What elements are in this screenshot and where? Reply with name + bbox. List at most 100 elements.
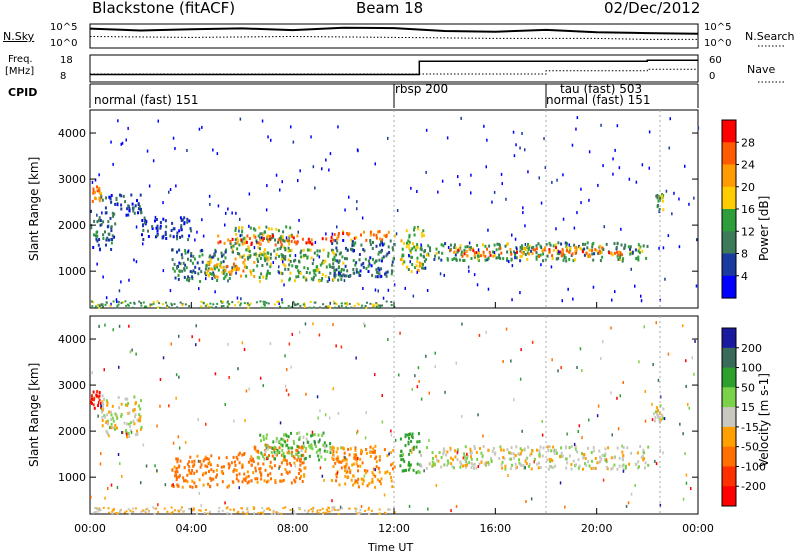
data-cell bbox=[480, 460, 483, 464]
data-cell bbox=[504, 244, 507, 248]
colorbar-swatch bbox=[722, 466, 736, 487]
scatter-cell bbox=[269, 342, 272, 346]
data-cell bbox=[245, 274, 248, 278]
scatter-cell bbox=[214, 290, 216, 294]
scatter-cell bbox=[178, 375, 180, 379]
data-cell bbox=[575, 248, 578, 252]
data-cell bbox=[473, 251, 476, 255]
data-cell bbox=[295, 275, 298, 279]
data-cell bbox=[310, 238, 313, 242]
colorbar-tick-label: 12 bbox=[741, 225, 755, 238]
data-cell bbox=[90, 226, 93, 230]
ground-cell bbox=[378, 304, 380, 307]
scatter-cell bbox=[130, 430, 133, 434]
data-cell bbox=[238, 451, 241, 455]
data-cell bbox=[637, 255, 640, 259]
data-cell bbox=[110, 241, 113, 245]
ground-cell bbox=[204, 304, 207, 307]
ground-cell bbox=[112, 508, 115, 510]
data-cell bbox=[97, 219, 100, 222]
data-cell bbox=[354, 241, 357, 245]
data-cell bbox=[437, 459, 440, 463]
ground-cell bbox=[120, 301, 123, 304]
data-cell bbox=[622, 445, 625, 449]
data-cell bbox=[616, 250, 618, 254]
data-cell bbox=[224, 250, 227, 254]
ground-cell bbox=[209, 510, 212, 513]
data-cell bbox=[324, 457, 327, 461]
data-cell bbox=[171, 484, 174, 488]
scatter-cell bbox=[275, 173, 278, 177]
data-cell bbox=[136, 432, 139, 436]
data-cell bbox=[192, 254, 195, 258]
data-cell bbox=[589, 255, 591, 258]
data-cell bbox=[273, 249, 276, 253]
scatter-cell bbox=[314, 240, 317, 244]
ground-cell bbox=[181, 303, 184, 306]
data-cell bbox=[267, 479, 270, 483]
scatter-cell bbox=[462, 456, 465, 460]
ground-cell bbox=[324, 511, 327, 514]
data-cell bbox=[657, 414, 660, 418]
data-cell bbox=[303, 266, 306, 270]
scatter-cell bbox=[283, 283, 285, 287]
data-cell bbox=[277, 238, 280, 242]
data-cell bbox=[98, 186, 101, 190]
data-cell bbox=[541, 249, 544, 253]
data-cell bbox=[442, 452, 445, 456]
data-cell bbox=[515, 445, 518, 449]
data-cell bbox=[321, 434, 324, 437]
ground-cell bbox=[261, 511, 264, 514]
scatter-cell bbox=[493, 190, 496, 194]
scatter-cell bbox=[512, 130, 515, 134]
data-cell bbox=[353, 243, 356, 247]
data-cell bbox=[590, 451, 593, 455]
scatter-cell bbox=[510, 359, 512, 363]
data-cell bbox=[371, 450, 374, 454]
colorbar-swatch bbox=[722, 164, 736, 188]
data-cell bbox=[358, 258, 361, 262]
data-cell bbox=[246, 481, 249, 485]
data-cell bbox=[319, 263, 322, 267]
data-cell bbox=[272, 440, 275, 444]
data-cell bbox=[599, 244, 602, 248]
scatter-cell bbox=[290, 125, 292, 129]
data-cell bbox=[586, 246, 589, 250]
data-cell bbox=[252, 227, 255, 231]
scatter-cell bbox=[314, 186, 316, 190]
data-cell bbox=[487, 256, 490, 260]
scatter-cell bbox=[461, 322, 463, 326]
data-cell bbox=[250, 271, 252, 274]
ground-cell bbox=[346, 301, 349, 304]
scatter-cell bbox=[428, 439, 430, 442]
ground-cell bbox=[230, 513, 233, 515]
ground-cell bbox=[181, 304, 184, 307]
data-cell bbox=[420, 245, 423, 249]
ground-cell bbox=[191, 508, 194, 511]
ground-cell bbox=[91, 305, 94, 308]
data-cell bbox=[233, 460, 236, 464]
freq-panel-frame bbox=[89, 54, 699, 83]
ground-cell bbox=[294, 303, 296, 306]
data-cell bbox=[232, 244, 235, 248]
data-cell bbox=[302, 248, 305, 252]
data-cell bbox=[312, 275, 315, 279]
ground-cell bbox=[390, 301, 393, 303]
scatter-cell bbox=[224, 223, 226, 227]
data-cell bbox=[93, 219, 96, 223]
data-cell bbox=[234, 463, 237, 467]
data-cell bbox=[460, 463, 463, 466]
x-tick-label: 00:00 bbox=[74, 522, 106, 535]
ground-cell bbox=[220, 300, 222, 303]
scatter-cell bbox=[245, 389, 248, 393]
ground-cell bbox=[378, 508, 381, 511]
data-cell bbox=[390, 451, 393, 455]
scatter-cell bbox=[390, 429, 392, 433]
data-cell bbox=[199, 465, 202, 469]
data-cell bbox=[492, 254, 495, 258]
data-cell bbox=[571, 252, 574, 256]
data-cell bbox=[259, 467, 262, 471]
colorbar-swatch bbox=[722, 186, 736, 210]
data-cell bbox=[416, 440, 419, 444]
data-cell bbox=[490, 456, 492, 460]
